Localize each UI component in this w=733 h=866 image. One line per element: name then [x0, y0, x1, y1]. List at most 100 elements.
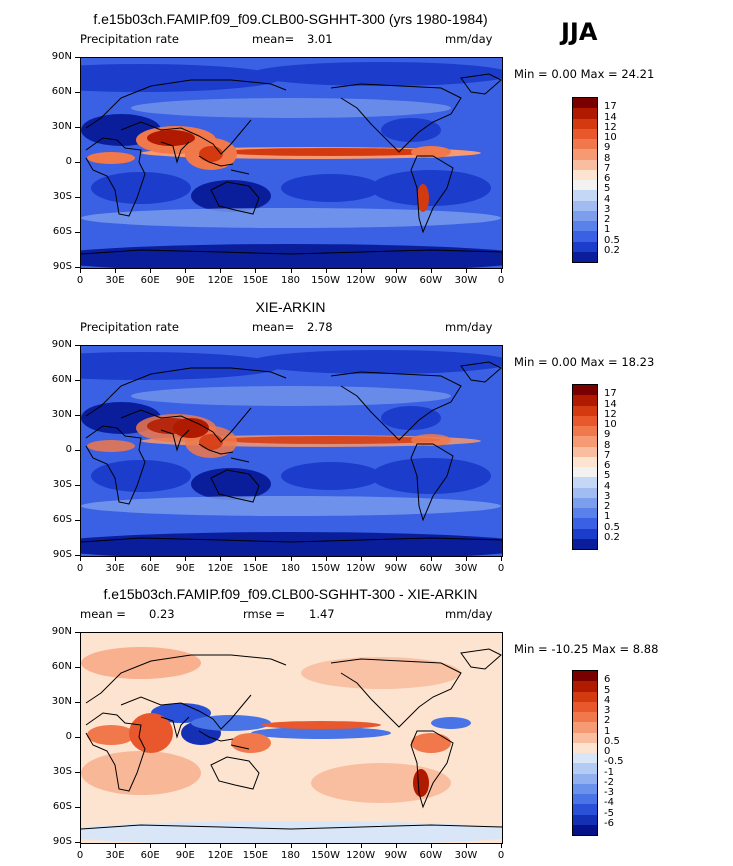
- colorbar-segment: [573, 824, 597, 835]
- colorbar-segment: [573, 467, 597, 478]
- precip-region: [381, 406, 441, 430]
- lat-tick-mark: [75, 450, 80, 451]
- colorbar-segment: [573, 159, 597, 170]
- lon-tick-mark: [220, 556, 222, 561]
- colorbar-label: -1: [604, 766, 614, 778]
- colorbar-label: 3: [604, 490, 611, 502]
- precip-region: [173, 418, 209, 438]
- colorbar-label: 1: [604, 511, 611, 523]
- precip-region: [191, 468, 271, 500]
- coastline: [198, 155, 250, 175]
- lat-tick-mark: [75, 162, 80, 163]
- lat-tick-label: 0: [65, 731, 72, 742]
- colorbar-segment: [573, 497, 597, 508]
- coastline: [330, 371, 462, 441]
- lon-tick-label: 0: [76, 850, 84, 861]
- coastline: [330, 658, 462, 728]
- coastline: [120, 694, 252, 730]
- colorbar-label: -3: [604, 787, 614, 798]
- lon-tick-mark: [80, 556, 81, 561]
- precip-region: [147, 130, 195, 146]
- colorbar-segment: [573, 118, 597, 129]
- lon-tick-label: 150E: [242, 563, 269, 574]
- precip-region: [281, 462, 381, 490]
- lon-tick-mark: [465, 843, 467, 848]
- precip-region: [301, 657, 461, 689]
- lat-tick-mark: [75, 772, 80, 773]
- lon-tick-label: 150W: [311, 275, 341, 286]
- precip-region: [251, 350, 502, 374]
- lon-tick-mark: [430, 556, 432, 561]
- lon-tick-label: 90W: [384, 563, 408, 574]
- colorbar-segment: [573, 742, 597, 753]
- precip-region: [221, 436, 441, 444]
- colorbar-segment: [573, 528, 597, 539]
- rmse-value: 1.47: [309, 607, 335, 621]
- rmse-label: rmse =: [243, 607, 286, 621]
- colorbar-label: 0: [604, 746, 611, 757]
- coastline: [410, 730, 454, 809]
- colorbar-segment: [573, 251, 597, 262]
- lon-tick-label: 150W: [311, 850, 341, 861]
- mean-label: mean=: [252, 320, 295, 334]
- lon-tick-label: 90E: [175, 563, 195, 574]
- colorbar-label: 0.5: [604, 234, 620, 246]
- lon-tick-label: 120W: [346, 563, 376, 574]
- colorbar-label: 5: [604, 470, 611, 482]
- precip-region: [81, 64, 281, 92]
- lon-tick-label: 60E: [140, 275, 160, 286]
- lon-tick-label: 120E: [207, 275, 234, 286]
- lon-tick-mark: [185, 843, 187, 848]
- min-max-label: Min = 0.00 Max = 18.23: [514, 355, 655, 369]
- colorbar-label: 2: [604, 214, 611, 225]
- lat-tick-mark: [75, 485, 80, 486]
- lon-tick-label: 150E: [242, 850, 269, 861]
- coastline: [460, 648, 502, 670]
- lat-tick-mark: [75, 555, 80, 556]
- colorbar-label: 1: [604, 224, 611, 236]
- colorbar-segment: [573, 446, 597, 457]
- coastline: [210, 756, 260, 790]
- colorbar-segment: [573, 221, 597, 232]
- lat-tick-mark: [75, 232, 80, 233]
- colorbar-segment: [573, 794, 597, 805]
- precip-region: [151, 703, 211, 723]
- units-label: mm/day: [445, 607, 493, 621]
- coastline: [120, 407, 252, 443]
- precip-map-svg: [81, 346, 502, 556]
- lon-tick-label: 90E: [175, 275, 195, 286]
- lon-tick-label: 90W: [384, 275, 408, 286]
- mean-value: 0.23: [149, 607, 175, 621]
- colorbar-label: -4: [604, 797, 614, 809]
- lat-tick-label: 60S: [52, 226, 72, 237]
- lat-tick-label: 60S: [52, 514, 72, 525]
- lon-tick-label: 30W: [454, 850, 478, 861]
- lon-tick-mark: [115, 843, 117, 848]
- lon-tick-label: 0: [76, 563, 84, 574]
- coastline: [81, 537, 502, 543]
- map-panel: [80, 57, 503, 269]
- lat-tick-mark: [75, 57, 80, 58]
- lon-tick-mark: [185, 268, 187, 273]
- colorbar-segment: [573, 518, 597, 529]
- lon-tick-mark: [185, 556, 187, 561]
- lat-tick-mark: [75, 520, 80, 521]
- colorbar-label: 10: [604, 419, 617, 430]
- field-label: Precipitation rate: [80, 320, 179, 334]
- colorbar-segment: [573, 200, 597, 211]
- map-background: [81, 346, 502, 556]
- lat-tick-label: 30S: [52, 766, 72, 777]
- colorbar-label: 5: [604, 183, 611, 195]
- lon-tick-mark: [395, 843, 397, 848]
- colorbar-segment: [573, 149, 597, 160]
- precip-map-svg: [81, 633, 502, 843]
- coastline: [120, 119, 252, 155]
- precip-region: [281, 174, 381, 202]
- lat-tick-label: 60N: [51, 374, 72, 385]
- lon-tick-mark: [325, 268, 327, 273]
- colorbar-segment: [573, 108, 597, 119]
- colorbar-label: 5: [604, 684, 611, 696]
- min-max-label: Min = 0.00 Max = 24.21: [514, 67, 655, 81]
- precip-region: [411, 146, 451, 158]
- colorbar-label: 8: [604, 152, 611, 164]
